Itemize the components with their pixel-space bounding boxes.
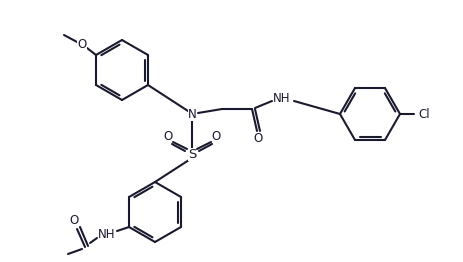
Text: NH: NH	[273, 92, 291, 106]
Text: O: O	[212, 129, 221, 143]
Text: O: O	[163, 129, 173, 143]
Text: O: O	[77, 39, 87, 52]
Text: O: O	[69, 215, 79, 227]
Text: N: N	[188, 107, 196, 121]
Text: Cl: Cl	[418, 107, 430, 121]
Text: NH: NH	[98, 228, 116, 242]
Text: O: O	[253, 133, 263, 145]
Text: S: S	[188, 148, 196, 161]
